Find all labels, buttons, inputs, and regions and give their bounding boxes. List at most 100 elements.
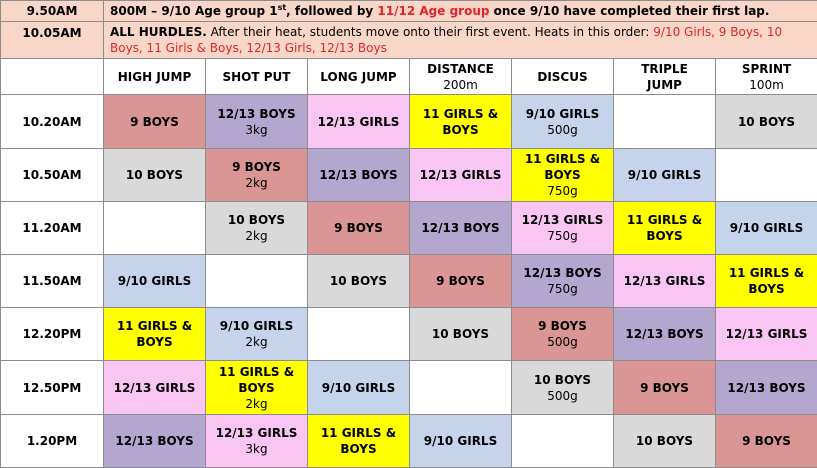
announcement-text: 800M – 9/10 Age group 1st, followed by 1… [104, 1, 817, 22]
weight-label: 2kg [214, 175, 300, 191]
schedule-cell: 12/13 GIRLS [410, 149, 512, 202]
group-label: 12/13 BOYS [214, 106, 300, 122]
schedule-cell: 9/10 GIRLS [410, 415, 512, 468]
announcement-time: 9.50AM [1, 1, 104, 22]
schedule-cell: 9/10 GIRLS [614, 149, 716, 202]
group-label: 12/13 BOYS [520, 265, 606, 281]
event-name: HIGH JUMP [104, 69, 205, 85]
weight-label: 2kg [214, 334, 300, 350]
event-detail: 100m [716, 77, 817, 93]
weight-label: 3kg [214, 122, 300, 138]
schedule-cell [308, 308, 410, 361]
group-label: 10 BOYS [622, 433, 708, 449]
group-label: 11 GIRLS & BOYS [520, 151, 606, 183]
group-label: 10 BOYS [418, 326, 504, 342]
group-label: 12/13 BOYS [724, 380, 810, 396]
announcement-row-2: 10.05AM ALL HURDLES. After their heat, s… [1, 22, 817, 59]
schedule-cell: 11 GIRLS & BOYS [104, 308, 206, 361]
schedule-cell: 12/13 GIRLS [716, 308, 817, 361]
weight-label: 500g [520, 388, 606, 404]
group-label: 9 BOYS [622, 380, 708, 396]
group-label: 12/13 GIRLS [724, 326, 810, 342]
event-header-shot-put: SHOT PUT [206, 59, 308, 95]
group-label: 9 BOYS [214, 159, 300, 175]
schedule-cell: 9 BOYS [716, 415, 817, 468]
group-label: 9 BOYS [112, 114, 198, 130]
group-label: 9/10 GIRLS [316, 380, 402, 396]
schedule-cell: 12/13 GIRLS [614, 255, 716, 308]
group-label: 9/10 GIRLS [112, 273, 198, 289]
group-label: 10 BOYS [112, 167, 198, 183]
schedule-cell: 12/13 GIRLS [308, 95, 410, 149]
schedule-cell: 10 BOYS [104, 149, 206, 202]
event-name: DISCUS [512, 69, 613, 85]
group-label: 12/13 BOYS [622, 326, 708, 342]
schedule-cell: 9 BOYS [410, 255, 512, 308]
group-label: 12/13 GIRLS [418, 167, 504, 183]
group-label: 10 BOYS [724, 114, 810, 130]
schedule-cell: 9/10 GIRLS [308, 361, 410, 415]
schedule-cell: 12/13 BOYS [614, 308, 716, 361]
announcement-row-1: 9.50AM 800M – 9/10 Age group 1st, follow… [1, 1, 817, 22]
group-label: 12/13 BOYS [112, 433, 198, 449]
group-label: 12/13 GIRLS [316, 114, 402, 130]
schedule-cell: 12/13 BOYS [716, 361, 817, 415]
schedule-cell: 12/13 BOYS [308, 149, 410, 202]
time-slot: 12.20PM [1, 308, 104, 361]
time-slot: 11.50AM [1, 255, 104, 308]
weight-label: 3kg [214, 441, 300, 457]
group-label: 9/10 GIRLS [622, 167, 708, 183]
group-label: 10 BOYS [520, 372, 606, 388]
schedule-cell: 9/10 GIRLS [104, 255, 206, 308]
time-slot: 11.20AM [1, 202, 104, 255]
event-name: DISTANCE [410, 61, 511, 77]
schedule-cell: 9 BOYS [308, 202, 410, 255]
weight-label: 500g [520, 334, 606, 350]
schedule-cell: 10 BOYS [308, 255, 410, 308]
event-name: SHOT PUT [206, 69, 307, 85]
group-label: 11 GIRLS & BOYS [724, 265, 810, 297]
group-label: 9/10 GIRLS [520, 106, 606, 122]
schedule-cell: 11 GIRLS & BOYS [716, 255, 817, 308]
group-label: 9 BOYS [316, 220, 402, 236]
group-label: 11 GIRLS & BOYS [622, 212, 708, 244]
group-label: 9/10 GIRLS [214, 318, 300, 334]
group-label: 10 BOYS [316, 273, 402, 289]
schedule-cell: 9/10 GIRLS [716, 202, 817, 255]
group-label: 12/13 GIRLS [112, 380, 198, 396]
announcement-text: ALL HURDLES. After their heat, students … [104, 22, 817, 59]
announcement-time: 10.05AM [1, 22, 104, 59]
time-slot: 12.50PM [1, 361, 104, 415]
group-label: 9 BOYS [724, 433, 810, 449]
group-label: 9 BOYS [418, 273, 504, 289]
schedule-cell: 12/13 GIRLS [104, 361, 206, 415]
time-slot: 10.50AM [1, 149, 104, 202]
group-label: 9/10 GIRLS [724, 220, 810, 236]
group-label: 11 GIRLS & BOYS [112, 318, 198, 350]
group-label: 11 GIRLS & BOYS [316, 425, 402, 457]
event-detail: 200m [410, 77, 511, 93]
event-name: TRIPLE [614, 61, 715, 77]
weight-label: 500g [520, 122, 606, 138]
weight-label: 2kg [214, 228, 300, 244]
weight-label: 2kg [214, 396, 300, 412]
schedule-cell: 11 GIRLS & BOYS [614, 202, 716, 255]
corner-cell [1, 59, 104, 95]
group-label: 12/13 GIRLS [520, 212, 606, 228]
